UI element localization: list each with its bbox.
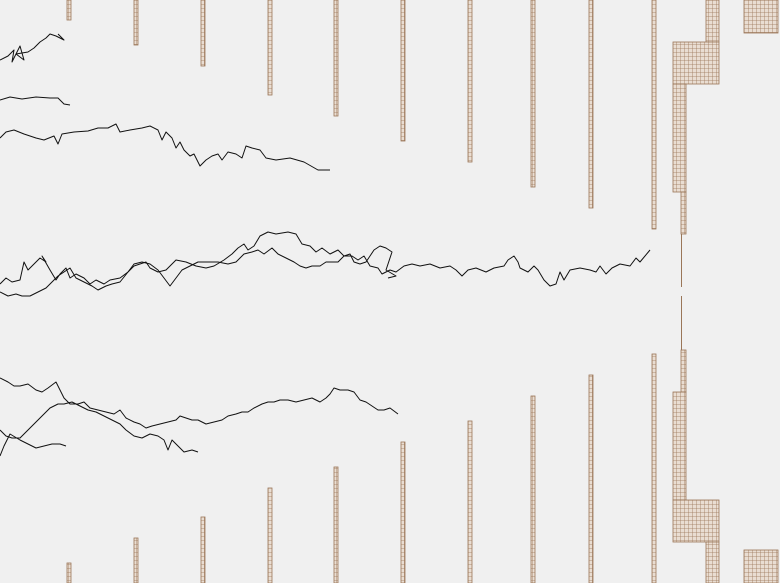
- trace-line: [0, 245, 397, 297]
- grid-column: [651, 0, 657, 230]
- grid-columns-bottom: [66, 353, 657, 583]
- traces: [0, 33, 651, 457]
- trace-line: [0, 231, 651, 287]
- grid-column: [66, 0, 72, 21]
- grid-column: [333, 466, 339, 583]
- grid-columns-top: [66, 0, 657, 230]
- grid-column: [651, 353, 657, 583]
- grid-column: [530, 395, 536, 583]
- grid-column: [467, 420, 473, 583]
- grid-column: [133, 537, 139, 583]
- grid-block: [672, 41, 720, 85]
- grid-block: [705, 0, 720, 43]
- grid-column: [530, 0, 536, 188]
- grid-column: [200, 0, 206, 67]
- trace-line: [0, 33, 65, 63]
- grid-block: [743, 549, 779, 583]
- grid-block: [680, 191, 687, 235]
- grid-block: [672, 83, 687, 193]
- grid-column: [467, 0, 473, 163]
- trace-line: [0, 377, 399, 429]
- grid-column: [133, 0, 139, 46]
- grid-column: [400, 0, 406, 142]
- grid-block: [672, 499, 720, 543]
- grid-block: [672, 391, 687, 501]
- grid-column: [588, 0, 594, 209]
- grid-column: [267, 0, 273, 96]
- trace-line: [0, 433, 67, 457]
- grid-column: [267, 487, 273, 583]
- grid-column: [588, 374, 594, 583]
- grid-column: [333, 0, 339, 117]
- grid-block: [743, 0, 779, 34]
- grid-column: [200, 516, 206, 583]
- trace-line: [0, 96, 71, 106]
- stepped-grid-structure: [672, 0, 779, 583]
- grid-column: [400, 441, 406, 583]
- trace-line: [0, 401, 199, 453]
- grid-block: [680, 349, 687, 393]
- trace-line: [0, 123, 330, 171]
- grid-column: [66, 562, 72, 583]
- grid-block: [705, 541, 720, 583]
